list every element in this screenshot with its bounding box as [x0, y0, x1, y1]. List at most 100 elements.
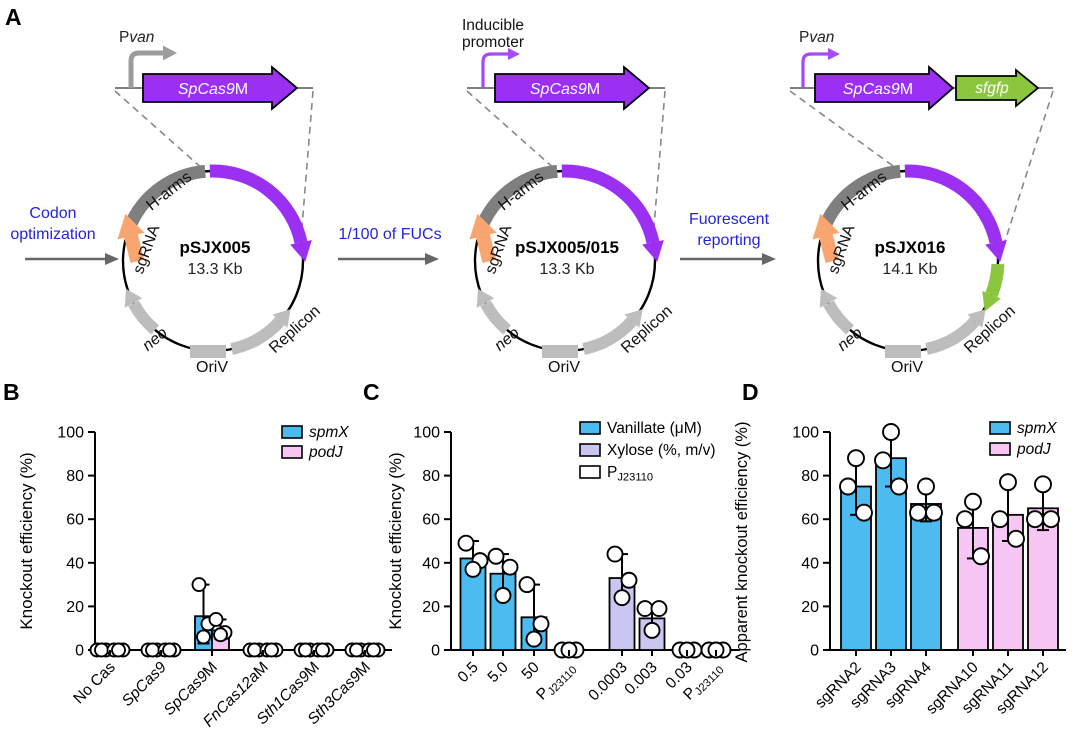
- y-tick-label-B: 100: [57, 425, 84, 442]
- step-label-fucs: 1/100 of FUCs: [338, 226, 442, 243]
- data-point-D-4: [1007, 529, 1025, 548]
- plasmid-name-3: pSJX016: [875, 238, 946, 257]
- plasmid-size-3: 14.1 Kb: [882, 261, 937, 278]
- y-tick-label-C: 60: [422, 512, 440, 529]
- zoom-dash-right-1: [300, 90, 314, 240]
- neo-label-1: neo: [139, 324, 170, 354]
- y-tick-label-C: 40: [422, 555, 440, 572]
- data-point-B-3: [264, 642, 279, 658]
- sfgfp-arc-arrowhead: [982, 291, 1001, 312]
- plasmid-group-2: Inducible promoter SpCas9M sgRNA H-arms p…: [462, 17, 676, 376]
- y-tick-label-D: 80: [801, 468, 819, 485]
- spcas9m-gene-arrow-3: [814, 65, 955, 111]
- y-tick-label-B: 60: [66, 512, 84, 529]
- data-point-B-2: [213, 627, 228, 643]
- data-point-B-4: [298, 642, 313, 658]
- y-tick-label-B: 20: [66, 599, 84, 616]
- y-tick-label-C: 80: [422, 468, 440, 485]
- data-point-C-0: [457, 534, 475, 552]
- spcas9m-gene-label-1: SpCas9M: [178, 81, 248, 98]
- y-tick-label-B: 40: [66, 555, 84, 572]
- step-arrow-2-head: [425, 253, 439, 265]
- step-arrow-3-head: [762, 253, 776, 265]
- data-point-D-5: [1026, 510, 1044, 529]
- legend-swatch-C-0: [579, 421, 601, 435]
- legend-label-D-1: podJ: [1016, 441, 1051, 458]
- pvan-label-1: Pvan: [119, 29, 154, 46]
- data-point-D-5: [1034, 475, 1052, 494]
- spcas9m-gene-arrow-1: [142, 65, 299, 111]
- legend-label-C-2: PJ23110: [607, 464, 653, 484]
- data-point-B-1: [145, 642, 160, 658]
- data-point-B-1: [162, 642, 177, 658]
- data-point-D-5: [1042, 510, 1060, 529]
- data-point-D-3: [964, 492, 982, 511]
- data-point-C-4: [613, 589, 631, 607]
- data-point-C-0: [464, 560, 482, 578]
- data-point-C-2: [525, 630, 543, 648]
- data-point-B-2: [208, 612, 224, 627]
- plasmid-group-3: Pvan SpCas9M sfgfp sgRNA H-arms pSJX016 …: [789, 29, 1054, 376]
- oriv-label-1: OriV: [196, 359, 228, 376]
- data-point-C-5: [650, 600, 668, 618]
- x-tick-label-C: 0.003: [621, 659, 660, 698]
- panel-letter-d: D: [742, 379, 759, 405]
- legend-label-C-0: Vanillate (μM): [607, 420, 702, 437]
- data-point-C-1: [501, 558, 519, 576]
- spcas9m-gene-label-2: SpCas9M: [530, 81, 600, 98]
- legend-label-C-1: Xylose (%, m/v): [607, 442, 716, 459]
- data-point-B-5: [349, 642, 364, 658]
- legend-swatch-D-1: [989, 442, 1011, 456]
- data-point-D-2: [909, 503, 927, 522]
- panel-letter-b: B: [3, 379, 20, 405]
- plasmid-group-1: Pvan SpCas9M sgRNA H-arms pSJX005 13.3 K…: [112, 29, 324, 376]
- spcas9m-gene-arrow-2: [494, 65, 651, 111]
- data-point-C-4: [620, 571, 638, 589]
- y-tick-label-D: 40: [801, 555, 819, 572]
- plasmid-size-1: 13.3 Kb: [187, 261, 242, 278]
- data-point-D-3: [956, 510, 974, 529]
- data-point-D-1: [882, 423, 900, 441]
- plasmid-size-2: 13.3 Kb: [539, 261, 594, 278]
- legend-label-B-1: podJ: [308, 444, 343, 461]
- x-tick-label-C: 0.5: [455, 659, 482, 686]
- sfgfp-gene-arrow: [955, 68, 1040, 108]
- y-tick-label-C: 20: [422, 599, 440, 616]
- spcas9m-gene-label-3: SpCas9M: [843, 81, 913, 98]
- legend-swatch-C-2: [579, 465, 601, 479]
- y-axis-title-C: Knockout efficiency (%): [386, 452, 405, 629]
- inducible-promoter-arrow: [481, 52, 508, 88]
- y-tick-label-C: 100: [413, 425, 440, 442]
- pvan-promoter-arrowhead-1: [163, 45, 177, 61]
- legend-label-B-0: spmX: [309, 424, 349, 441]
- oriv-label-2: OriV: [548, 359, 580, 376]
- step-label-fluorescent-reporting: Fuorescent reporting: [688, 211, 770, 249]
- y-tick-label-B: 80: [66, 468, 84, 485]
- x-tick-label-C: PJ23110: [533, 659, 579, 705]
- inducible-promoter-arrowhead: [508, 48, 520, 60]
- plasmid-name-2: pSJX005/015: [515, 238, 619, 257]
- data-point-B-2: [196, 629, 211, 645]
- data-point-D-0: [847, 449, 865, 468]
- legend-swatch-B-0: [281, 425, 303, 439]
- pvan-promoter-arrowhead-3: [828, 48, 840, 60]
- neo-label-3: neo: [834, 324, 865, 354]
- data-point-D-4: [999, 473, 1017, 492]
- data-point-B-2: [191, 577, 207, 593]
- data-point-D-0: [855, 503, 873, 522]
- data-point-D-3: [972, 547, 990, 566]
- legend-swatch-D-0: [989, 421, 1011, 435]
- x-tick-label-C: 0.03: [662, 659, 695, 692]
- data-point-C-1: [494, 587, 512, 604]
- plasmid-name-1: pSJX005: [180, 238, 251, 257]
- bar-D-5: [1027, 507, 1059, 651]
- legend-swatch-C-1: [579, 443, 601, 457]
- data-point-D-1: [874, 451, 892, 470]
- pvan-label-3: Pvan: [799, 29, 834, 46]
- step-label-codon-optimization: Codon optimization: [10, 205, 96, 243]
- data-point-D-4: [991, 510, 1009, 529]
- data-point-B-3: [247, 642, 262, 658]
- y-axis-title-D: Apparent knockout efficiency (%): [733, 422, 751, 663]
- y-tick-label-D: 60: [801, 512, 819, 529]
- data-point-C-2: [518, 576, 536, 594]
